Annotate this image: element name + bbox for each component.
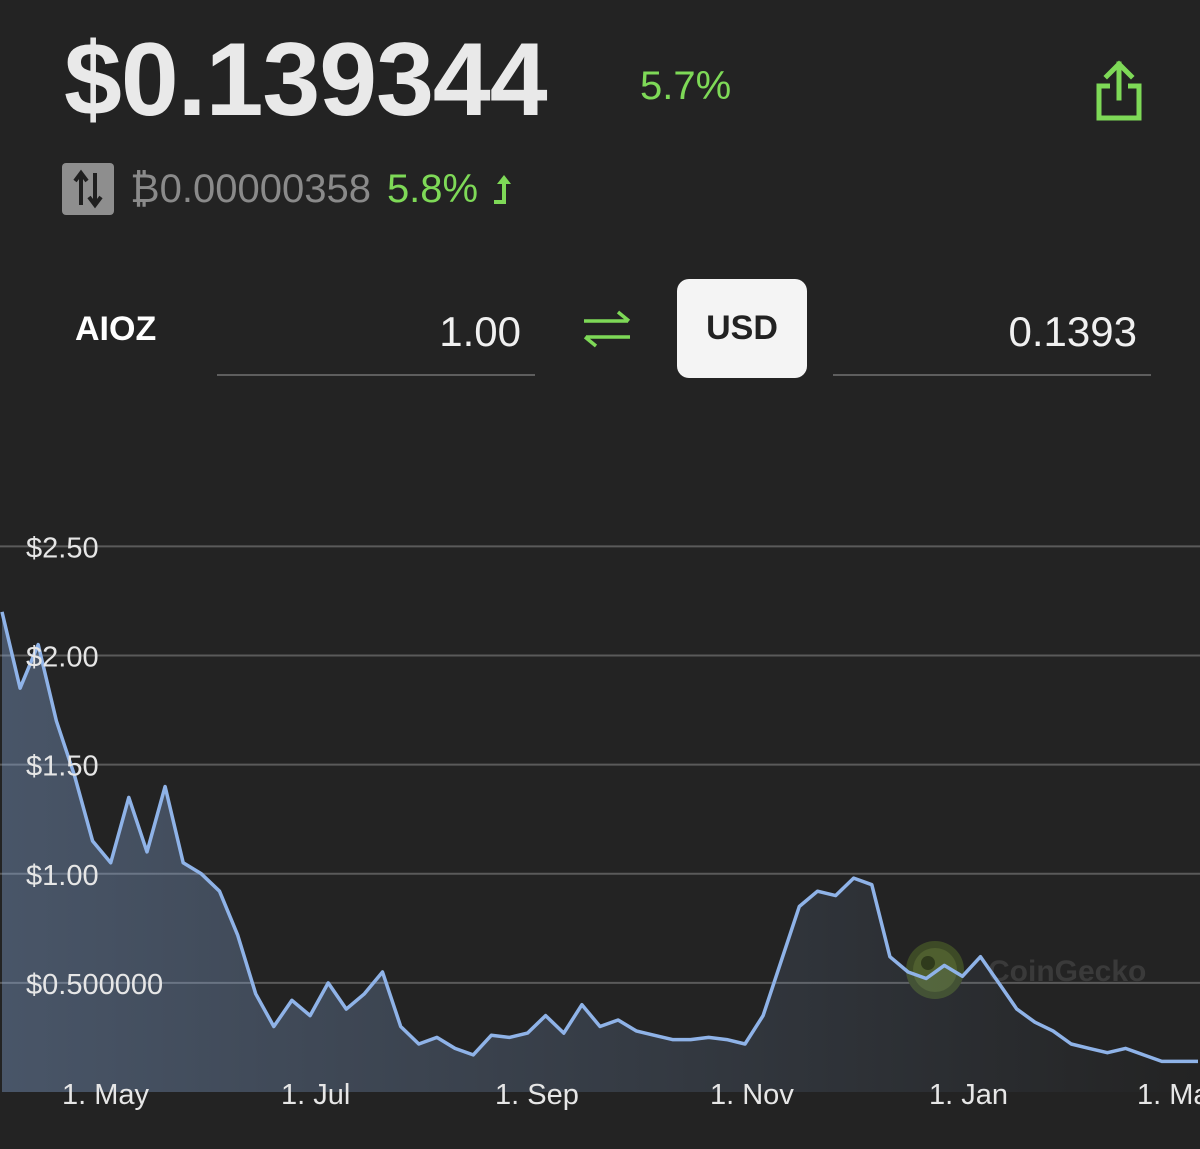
from-symbol-label: AIOZ: [75, 310, 157, 348]
price-series-line: [0, 611, 1198, 1064]
y-tick-label: $0.500000: [26, 969, 163, 1001]
swap-vertical-icon[interactable]: [62, 163, 114, 215]
y-tick-label: $1.00: [26, 860, 99, 892]
to-amount-input[interactable]: 0.1393: [833, 300, 1151, 376]
share-icon[interactable]: [1094, 60, 1144, 122]
from-amount-input[interactable]: 1.00: [217, 300, 535, 376]
x-tick-label: 1. Jan: [929, 1079, 1008, 1111]
up-arrow-icon: [494, 175, 512, 204]
btc-change-percent: 5.8%: [386, 166, 479, 211]
x-tick-label: 1. Nov: [710, 1079, 794, 1111]
x-tick-label: 1. Sep: [495, 1079, 579, 1111]
currency-select-button[interactable]: USD: [677, 279, 807, 378]
btc-price-row: ₿0.00000358 5.8%: [62, 163, 514, 215]
y-tick-label: $2.50: [26, 532, 99, 564]
price-area: [2, 611, 1198, 1092]
exchange-arrows-icon[interactable]: [580, 308, 634, 350]
x-tick-label: 1. Jul: [281, 1079, 350, 1111]
x-tick-label: 1. Ma: [1137, 1079, 1200, 1111]
y-tick-label: $1.50: [26, 751, 99, 783]
x-tick-label: 1. May: [62, 1079, 150, 1111]
watermark-text: CoinGecko: [988, 955, 1146, 988]
price-display: $0.139344: [64, 22, 548, 138]
price-chart: CoinGecko $2.50$2.00$1.50$1.00$0.500000 …: [0, 532, 1200, 1111]
price-change-percent: 5.7%: [640, 64, 732, 108]
btc-price: ₿0.00000358: [130, 166, 371, 211]
y-tick-label: $2.00: [26, 642, 99, 674]
